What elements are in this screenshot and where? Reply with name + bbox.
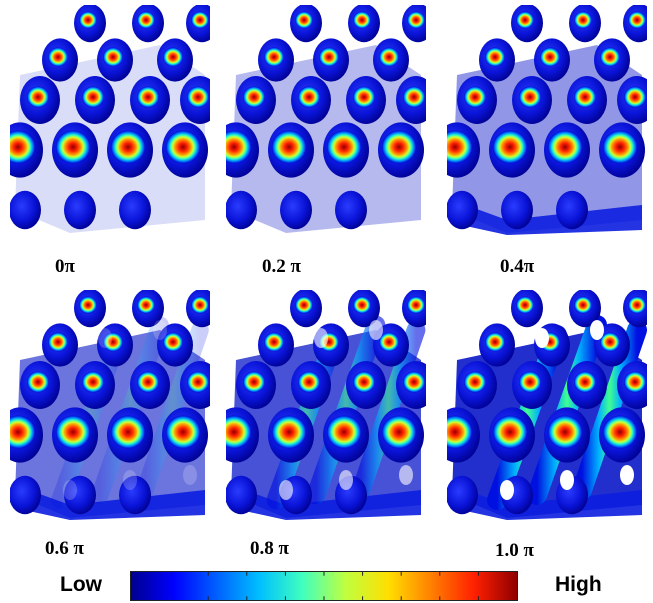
blob-lattice bbox=[10, 5, 210, 233]
blob-lattice bbox=[447, 5, 647, 235]
panel-label-0.8pi: 0.8 π bbox=[250, 538, 289, 559]
panel-label-0pi: 0π bbox=[55, 256, 75, 277]
density-isosurface-0.4pi bbox=[447, 5, 647, 235]
panel-0pi bbox=[10, 5, 210, 235]
panel-0.2pi bbox=[226, 5, 426, 235]
colorbar-low-label: Low bbox=[60, 573, 102, 596]
panel-label-0.6pi: 0.6 π bbox=[45, 538, 84, 559]
colorbar bbox=[130, 571, 518, 601]
panel-0.4pi bbox=[447, 5, 647, 235]
density-isosurface-1.0pi bbox=[447, 290, 647, 520]
panel-label-0.2pi: 0.2 π bbox=[262, 256, 301, 277]
density-isosurface-0pi bbox=[10, 5, 210, 233]
blob-lattice bbox=[226, 5, 426, 233]
blob-lattice bbox=[447, 290, 647, 520]
panel-label-0.4pi: 0.4π bbox=[500, 256, 535, 277]
blob-lattice bbox=[10, 290, 210, 520]
density-isosurface-0.6pi bbox=[10, 290, 210, 520]
panel-0.6pi bbox=[10, 290, 210, 520]
panel-1.0pi bbox=[447, 290, 647, 520]
panel-0.8pi bbox=[226, 290, 426, 520]
colorbar-gradient bbox=[131, 572, 517, 600]
density-isosurface-0.8pi bbox=[226, 290, 426, 520]
blob-lattice bbox=[226, 290, 426, 520]
density-isosurface-0.2pi bbox=[226, 5, 426, 233]
colorbar-high-label: High bbox=[555, 573, 602, 596]
panel-label-1.0pi: 1.0 π bbox=[495, 540, 534, 561]
